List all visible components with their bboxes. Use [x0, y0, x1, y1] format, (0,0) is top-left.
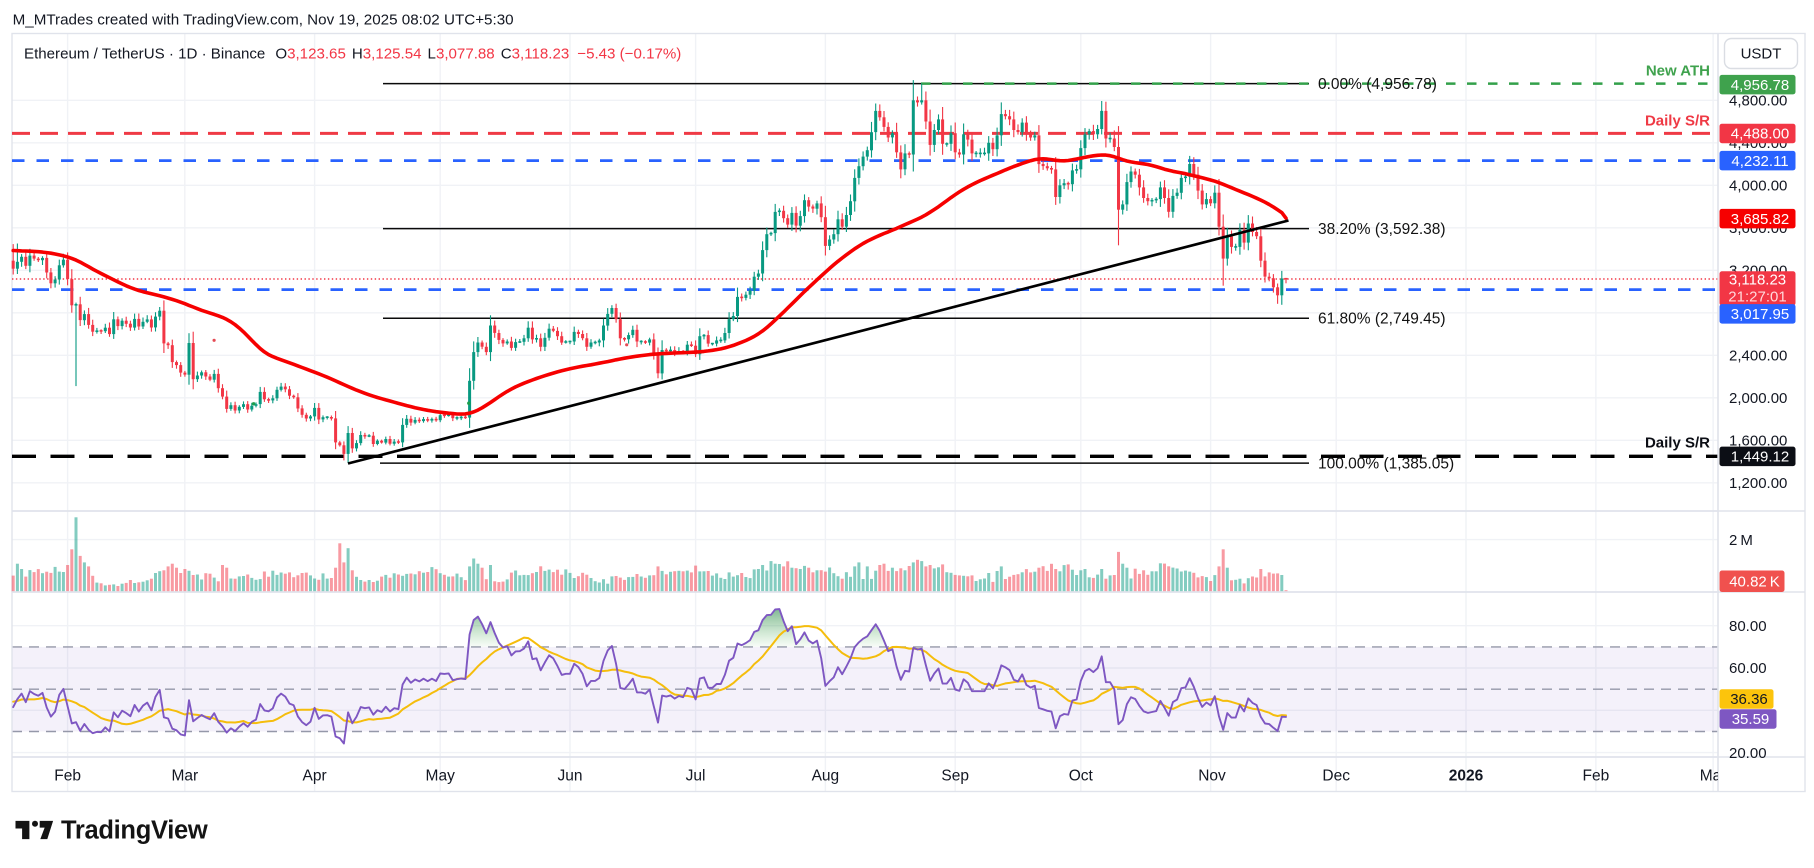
- svg-text:M_MTrades created with Trading: M_MTrades created with TradingView.com, …: [13, 12, 514, 29]
- svg-text:Mar: Mar: [1700, 768, 1727, 785]
- svg-text:100.00% (1,385.05): 100.00% (1,385.05): [1318, 456, 1454, 473]
- svg-text:36.36: 36.36: [1730, 691, 1768, 708]
- svg-text:80.00: 80.00: [1729, 618, 1767, 635]
- svg-text:60.00: 60.00: [1729, 660, 1767, 677]
- svg-text:USDT: USDT: [1741, 46, 1782, 63]
- svg-text:Mar: Mar: [171, 768, 198, 785]
- svg-text:May: May: [426, 768, 456, 785]
- svg-text:1,449.12: 1,449.12: [1731, 449, 1789, 466]
- svg-text:4,956.78: 4,956.78: [1731, 77, 1789, 94]
- svg-text:Jul: Jul: [686, 768, 706, 785]
- svg-text:20.00: 20.00: [1729, 745, 1767, 762]
- svg-text:61.80% (2,749.45): 61.80% (2,749.45): [1318, 311, 1446, 328]
- svg-text:Ethereum / TetherUS · 1D · Bin: Ethereum / TetherUS · 1D · Binance O3,123…: [24, 46, 681, 63]
- svg-text:35.59: 35.59: [1732, 711, 1770, 728]
- svg-text:Dec: Dec: [1322, 768, 1350, 785]
- svg-text:Apr: Apr: [303, 768, 327, 785]
- svg-text:Jun: Jun: [558, 768, 583, 785]
- svg-text:40.82 K: 40.82 K: [1729, 573, 1780, 590]
- svg-text:TradingView: TradingView: [61, 817, 208, 845]
- svg-text:4,800.00: 4,800.00: [1729, 93, 1787, 110]
- svg-text:4,232.11: 4,232.11: [1731, 153, 1788, 170]
- svg-text:Daily S/R: Daily S/R: [1645, 113, 1710, 130]
- svg-text:Oct: Oct: [1069, 768, 1094, 785]
- svg-text:2026: 2026: [1449, 768, 1484, 785]
- svg-text:21:27:01: 21:27:01: [1728, 288, 1786, 305]
- svg-text:38.20% (3,592.38): 38.20% (3,592.38): [1318, 221, 1446, 238]
- svg-text:Sep: Sep: [941, 768, 969, 785]
- svg-text:3,118.23: 3,118.23: [1729, 271, 1786, 288]
- svg-text:Feb: Feb: [54, 768, 81, 785]
- svg-text:New ATH: New ATH: [1646, 63, 1710, 80]
- svg-text:2,400.00: 2,400.00: [1729, 348, 1787, 365]
- svg-text:3,017.95: 3,017.95: [1731, 306, 1789, 323]
- svg-text:3,685.82: 3,685.82: [1731, 211, 1789, 228]
- svg-text:4,488.00: 4,488.00: [1731, 126, 1789, 143]
- svg-text:2 M: 2 M: [1729, 532, 1753, 549]
- svg-text:Aug: Aug: [812, 768, 840, 785]
- svg-text:0.00% (4,956.78): 0.00% (4,956.78): [1318, 76, 1437, 93]
- svg-text:2,000.00: 2,000.00: [1729, 390, 1787, 407]
- svg-text:Daily S/R: Daily S/R: [1645, 435, 1710, 452]
- svg-text:1,600.00: 1,600.00: [1729, 433, 1787, 450]
- svg-text:Nov: Nov: [1198, 768, 1226, 785]
- svg-text:4,000.00: 4,000.00: [1729, 178, 1787, 195]
- svg-text:Feb: Feb: [1583, 768, 1610, 785]
- svg-text:1,200.00: 1,200.00: [1729, 475, 1787, 492]
